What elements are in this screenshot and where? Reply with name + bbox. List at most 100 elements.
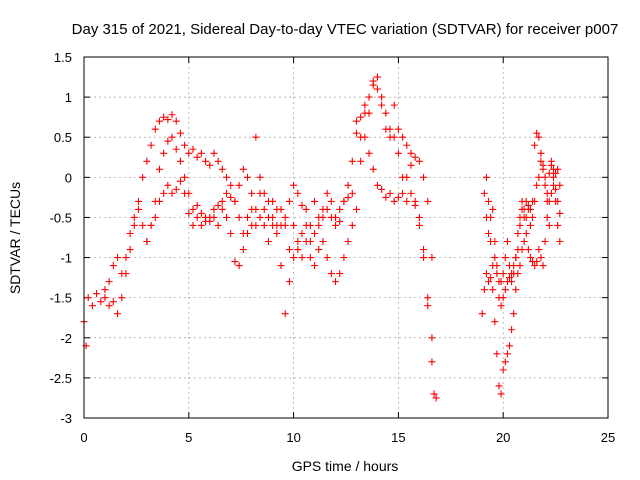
data-point (365, 109, 373, 117)
data-point (543, 189, 551, 197)
data-point (480, 189, 488, 197)
data-point (281, 213, 289, 221)
data-point (503, 238, 511, 246)
x-tick-label: 0 (80, 430, 87, 445)
data-point (495, 382, 503, 390)
data-point (256, 189, 264, 197)
data-point (189, 221, 197, 229)
y-tick-label: 1.5 (54, 50, 72, 65)
data-point (340, 197, 348, 205)
data-point (510, 310, 518, 318)
x-tick-label: 15 (391, 430, 405, 445)
data-point (535, 173, 543, 181)
data-point (424, 197, 432, 205)
data-point (482, 270, 490, 278)
data-point (545, 221, 553, 229)
data-point (491, 254, 499, 262)
data-point (315, 221, 323, 229)
y-tick-label: 1 (65, 90, 72, 105)
y-tick-label: 0.5 (54, 130, 72, 145)
data-point (520, 238, 528, 246)
data-point (554, 221, 562, 229)
data-point (231, 258, 239, 266)
data-point (231, 197, 239, 205)
data-point (327, 197, 335, 205)
data-point (302, 205, 310, 213)
data-point (181, 141, 189, 149)
data-point (210, 149, 218, 157)
data-point (105, 278, 113, 286)
x-tick-label: 20 (496, 430, 510, 445)
data-point (497, 390, 505, 398)
data-point (545, 197, 553, 205)
data-point (495, 278, 503, 286)
data-point (235, 181, 243, 189)
data-point (554, 165, 562, 173)
data-point (302, 238, 310, 246)
data-point (155, 117, 163, 125)
data-point (420, 173, 428, 181)
data-point (84, 294, 92, 302)
data-point (214, 201, 222, 209)
data-point (493, 270, 501, 278)
data-point (114, 310, 122, 318)
data-point (378, 101, 386, 109)
data-point (552, 169, 560, 177)
data-point (294, 189, 302, 197)
data-point (143, 238, 151, 246)
data-point (361, 133, 369, 141)
data-point (185, 149, 193, 157)
data-point (533, 258, 541, 266)
y-tick-label: -3 (60, 411, 72, 426)
data-point (537, 254, 545, 262)
data-point (109, 298, 117, 306)
y-tick-label: -1 (60, 251, 72, 266)
data-point (524, 201, 532, 209)
data-point (285, 197, 293, 205)
data-point (151, 197, 159, 205)
data-point (485, 278, 493, 286)
data-point (168, 111, 176, 119)
data-point (273, 229, 281, 237)
y-tick-label: -2.5 (50, 371, 72, 386)
data-point (290, 254, 298, 262)
data-point (114, 254, 122, 262)
data-point (193, 213, 201, 221)
data-point (168, 189, 176, 197)
data-point (269, 213, 277, 221)
data-point (531, 141, 539, 149)
data-point (260, 205, 268, 213)
data-point (306, 254, 314, 262)
data-point (206, 161, 214, 169)
x-tick-label: 25 (601, 430, 615, 445)
data-point (243, 229, 251, 237)
data-point (365, 149, 373, 157)
data-point (332, 221, 340, 229)
data-point (378, 93, 386, 101)
data-point (522, 213, 530, 221)
data-point (88, 302, 96, 310)
data-point (485, 229, 493, 237)
data-point (533, 181, 541, 189)
data-point (501, 358, 509, 366)
data-point (223, 173, 231, 181)
data-point (394, 149, 402, 157)
data-point (210, 205, 218, 213)
data-point (252, 205, 260, 213)
data-point (480, 286, 488, 294)
data-point (531, 197, 539, 205)
data-point (285, 278, 293, 286)
data-point (510, 262, 518, 270)
data-point (428, 254, 436, 262)
data-point (323, 205, 331, 213)
data-point (336, 217, 344, 225)
data-point (539, 262, 547, 270)
data-point (214, 221, 222, 229)
data-point (256, 213, 264, 221)
data-point (390, 197, 398, 205)
data-point (420, 246, 428, 254)
data-point (176, 129, 184, 137)
data-point (487, 238, 495, 246)
data-point (415, 157, 423, 165)
data-point (524, 246, 532, 254)
